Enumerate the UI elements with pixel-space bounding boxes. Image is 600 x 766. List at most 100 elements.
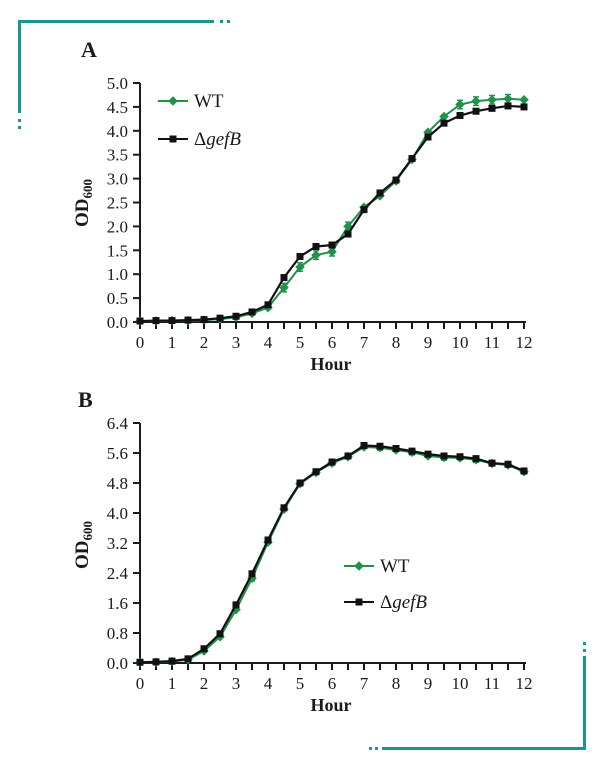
x-tick-label: 6 [328, 674, 337, 693]
data-point-ΔgefB [136, 658, 144, 666]
y-tick-label: 4.5 [107, 98, 128, 117]
data-point-ΔgefB [200, 316, 208, 324]
y-tick-label: 3.5 [107, 146, 128, 165]
y-tick-label: 2.5 [107, 194, 128, 213]
data-point-ΔgefB [424, 450, 432, 458]
x-tick-label: 7 [360, 333, 369, 352]
data-point-ΔgefB [440, 452, 448, 460]
data-point-WT [295, 262, 305, 272]
data-point-ΔgefB [456, 453, 464, 461]
data-point-WT [279, 282, 289, 293]
data-point-ΔgefB [344, 230, 352, 238]
series-line-WT [140, 445, 525, 664]
data-point-ΔgefB [440, 119, 448, 127]
x-tick-label: 5 [296, 333, 305, 352]
legend-label: ΔgefB [194, 129, 241, 150]
x-tick-label: 0 [136, 674, 145, 693]
y-tick-label: 4.8 [107, 474, 128, 493]
data-point-WT [503, 94, 513, 104]
data-point-ΔgefB [360, 442, 368, 449]
y-tick-label: 0.0 [107, 313, 128, 332]
data-point-ΔgefB [488, 104, 496, 112]
legend-marker-square [169, 135, 177, 143]
bracket-bottom-right-dot [369, 747, 372, 750]
y-tick-label: 1.5 [107, 241, 128, 260]
y-axis-title: OD600 [72, 179, 95, 227]
x-tick-label: 0 [136, 333, 145, 352]
bracket-bottom-right-dot [375, 747, 378, 750]
x-tick-label: 2 [200, 674, 209, 693]
y-tick-label: 6.4 [107, 414, 129, 433]
data-point-WT [455, 99, 465, 110]
series-line-ΔgefB [139, 444, 525, 664]
legend-label: ΔgefB [380, 592, 427, 613]
x-tick-label: 10 [452, 674, 469, 693]
data-point-WT [519, 94, 529, 105]
x-axis-title: Hour [310, 695, 351, 715]
chart-B-svg: B0.00.81.62.43.24.04.85.66.40 1 2 3 4 5 6 7 8 9 10… [72, 387, 533, 715]
data-point-ΔgefB [152, 317, 160, 325]
data-point-ΔgefB [408, 155, 416, 163]
data-point-ΔgefB [312, 242, 320, 250]
bracket-bottom-right-colon-dot [583, 642, 586, 645]
x-tick-label: 1 [168, 674, 177, 693]
data-point-ΔgefB [520, 467, 528, 475]
y-tick-label: 1.6 [107, 594, 128, 613]
data-point-ΔgefB [488, 459, 496, 467]
data-point-WT [471, 96, 481, 106]
bracket-bottom-right-vertical [583, 656, 586, 750]
legend-marker-diamond [354, 561, 364, 571]
x-tick-label: 3 [232, 674, 241, 693]
y-tick-label: 0.5 [107, 289, 128, 308]
data-point-ΔgefB [232, 601, 240, 609]
y-tick-label: 1.0 [107, 265, 128, 284]
x-tick-label: 8 [392, 674, 401, 693]
x-tick-label: 1 [168, 333, 177, 352]
data-point-ΔgefB [184, 316, 192, 324]
legend-marker-square [355, 598, 363, 606]
data-point-ΔgefB [472, 455, 480, 463]
legend-marker-diamond [168, 96, 178, 106]
data-point-ΔgefB [296, 479, 304, 487]
data-point-WT [439, 111, 449, 122]
y-tick-label: 2.4 [107, 564, 129, 583]
y-tick-label: 0.8 [107, 624, 128, 643]
x-tick-label: 8 [392, 333, 401, 352]
data-point-ΔgefB [360, 206, 368, 214]
bracket-bottom-right-colon-dot [583, 649, 586, 652]
growth-curve-chart-B: B 0.0 0.8 1.6 2.4 3.2 4.0 4.8 5.6 6.4 0 1 2 3 4 5 6 7 8 9 10… [0, 382, 600, 727]
x-tick-label: 10 [452, 333, 469, 352]
x-tick-label: 9 [424, 333, 433, 352]
x-tick-label: 4 [264, 674, 273, 693]
panel-label-B: B [78, 387, 93, 412]
data-point-WT [327, 246, 337, 257]
bracket-top-left-colon-dot [18, 126, 21, 129]
y-tick-label: 5.0 [107, 74, 128, 93]
x-tick-label: 2 [200, 333, 209, 352]
bracket-top-left-horizontal [18, 20, 214, 23]
data-point-ΔgefB [280, 274, 288, 282]
data-point-ΔgefB [232, 312, 240, 320]
x-tick-label: 6 [328, 333, 337, 352]
y-axis-title: OD600 [72, 521, 95, 569]
x-tick-label: 11 [484, 674, 500, 693]
data-point-ΔgefB [168, 657, 176, 665]
legend-label: WT [380, 556, 410, 577]
bracket-top-left-vertical [18, 20, 21, 113]
x-tick-label: 5 [296, 674, 305, 693]
data-point-ΔgefB [520, 103, 528, 111]
data-point-ΔgefB [456, 112, 464, 120]
y-tick-label: 3.0 [107, 170, 128, 189]
x-tick-label: 12 [516, 333, 533, 352]
y-tick-label: 4.0 [107, 504, 128, 523]
x-tick-label: 7 [360, 674, 369, 693]
data-point-ΔgefB [424, 133, 432, 141]
data-point-ΔgefB [216, 630, 224, 638]
data-point-ΔgefB [392, 445, 400, 452]
data-point-ΔgefB [184, 655, 192, 663]
x-tick-label: 4 [264, 333, 273, 352]
data-point-ΔgefB [392, 176, 400, 184]
growth-curve-chart-A: A 0.0 0.5 1.0 1.5 2.0 2.5 3.0 3.5 4.0 4.5 5.0 0 1 2 3 4 5… [72, 37, 533, 374]
data-point-WT [231, 604, 241, 615]
panel-label-A: A [81, 37, 97, 62]
